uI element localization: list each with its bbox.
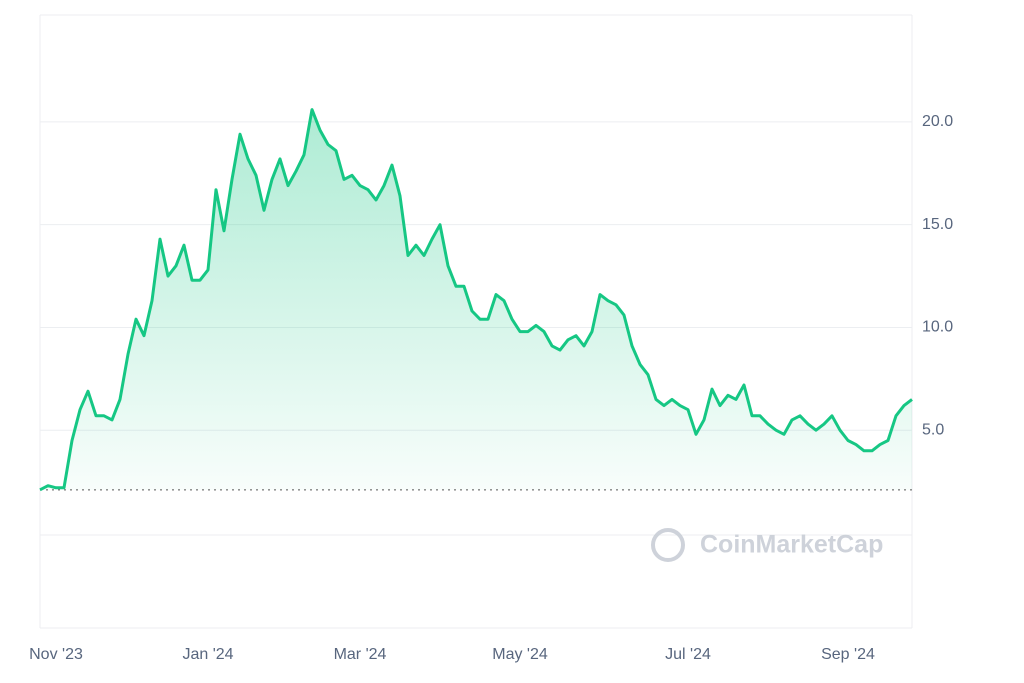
x-tick-label: Mar '24: [334, 646, 387, 663]
price-line: [39, 108, 913, 492]
y-tick-label: 20.0: [922, 113, 953, 130]
watermark-text: CoinMarketCap: [700, 531, 883, 559]
x-tick-label: Nov '23: [29, 646, 83, 663]
x-tick-label: Jan '24: [182, 646, 233, 663]
watermark-logo: [651, 528, 685, 562]
y-tick-label: 5.0: [922, 421, 944, 438]
area-fill: [40, 109, 912, 490]
x-tick-label: Sep '24: [821, 646, 875, 663]
y-tick-label: 15.0: [922, 216, 953, 233]
watermark: CoinMarketCap: [651, 528, 883, 562]
y-tick-label: 10.0: [922, 319, 953, 336]
x-tick-label: May '24: [492, 646, 548, 663]
x-tick-label: Jul '24: [665, 646, 711, 663]
